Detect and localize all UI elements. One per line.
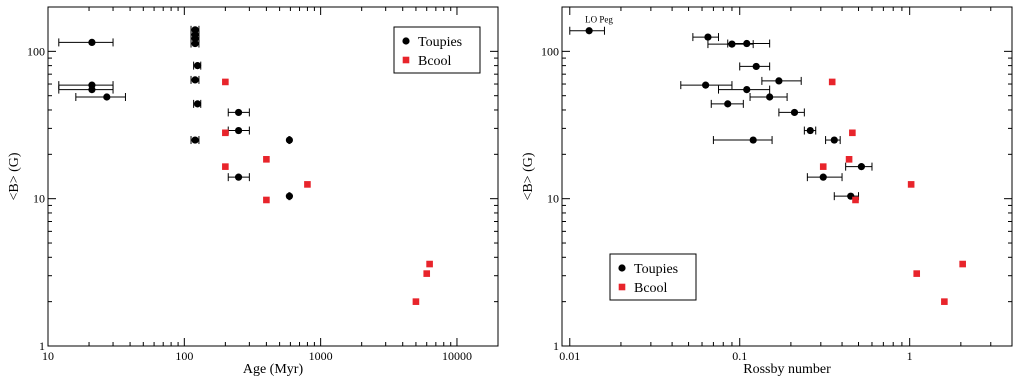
legend-label: Bcool bbox=[634, 281, 668, 296]
data-point-bcool bbox=[263, 196, 270, 204]
data-point-toupies bbox=[819, 173, 827, 181]
data-point-toupies bbox=[775, 77, 783, 85]
legend-marker-square bbox=[618, 283, 626, 291]
legend: Toupies Bcool bbox=[393, 26, 481, 74]
x-tick-label: 10000 bbox=[442, 349, 472, 363]
data-point-bcool bbox=[849, 129, 856, 137]
data-point-toupies bbox=[752, 62, 760, 71]
y-tick-label: 10 bbox=[33, 192, 45, 206]
x-tick-label: 100 bbox=[175, 349, 193, 363]
data-point-toupies bbox=[743, 39, 751, 48]
data-point-toupies bbox=[234, 173, 243, 181]
legend-box bbox=[393, 26, 481, 74]
data-point-bcool bbox=[819, 163, 827, 170]
plot-frame bbox=[47, 6, 499, 347]
data-point-bcool bbox=[423, 270, 431, 277]
data-point-toupies bbox=[830, 136, 838, 144]
data-point-toupies bbox=[234, 126, 243, 135]
data-point-toupies bbox=[285, 136, 294, 144]
data-point-bcool bbox=[845, 156, 853, 163]
legend-marker-circle bbox=[618, 264, 626, 272]
data-point-toupies bbox=[857, 163, 866, 171]
x-axis-title: Rossby number bbox=[743, 362, 831, 377]
legend-label: Toupies bbox=[418, 35, 462, 50]
data-point-toupies bbox=[585, 27, 593, 35]
x-axis-title: Age (Myr) bbox=[243, 362, 304, 377]
data-point-bcool bbox=[828, 78, 836, 86]
legend-marker-square bbox=[402, 56, 410, 64]
data-point-toupies bbox=[702, 81, 710, 89]
data-point-toupies bbox=[193, 100, 202, 108]
x-tick-label: 1000 bbox=[309, 349, 333, 363]
y-axis-title: <B> (G) bbox=[521, 152, 536, 200]
data-point-bcool bbox=[304, 181, 311, 188]
data-point-toupies bbox=[743, 86, 751, 94]
data-point-toupies bbox=[191, 76, 199, 84]
y-tick-label: 1 bbox=[553, 339, 559, 353]
y-tick-label: 100 bbox=[541, 44, 559, 58]
data-point-toupies bbox=[724, 100, 732, 108]
plot-frame bbox=[561, 6, 1013, 347]
series-bcool bbox=[222, 78, 433, 305]
data-point-toupies bbox=[766, 93, 774, 101]
data-point-bcool bbox=[222, 78, 229, 86]
data-point-toupies bbox=[790, 108, 799, 117]
chart-panel-2: 0.01 0.1 1 1 10 100 Rossby number <B> (G) LO Peg… bbox=[521, 6, 1013, 377]
x-tick-label: 0.01 bbox=[559, 349, 580, 363]
x-tick-label: 10 bbox=[42, 349, 54, 363]
data-point-bcool bbox=[222, 163, 229, 170]
data-point-bcool bbox=[426, 260, 433, 268]
y-tick-label: 1 bbox=[39, 339, 45, 353]
series-toupies bbox=[58, 25, 294, 201]
legend-label: Toupies bbox=[634, 262, 678, 277]
legend-marker-circle bbox=[402, 37, 410, 45]
data-point-toupies bbox=[103, 93, 111, 101]
y-axis-title: <B> (G) bbox=[7, 152, 22, 200]
legend-label: Bcool bbox=[418, 54, 452, 69]
legend: Toupies Bcool bbox=[609, 253, 697, 301]
data-point-bcool bbox=[959, 260, 966, 268]
data-point-toupies bbox=[88, 38, 96, 47]
data-point-toupies bbox=[728, 40, 736, 48]
annotation-label: LO Peg bbox=[585, 15, 613, 25]
data-point-bcool bbox=[941, 298, 948, 305]
data-point-toupies bbox=[191, 39, 199, 48]
x-tick-label: 1 bbox=[907, 349, 913, 363]
legend-box bbox=[609, 253, 697, 301]
x-tick-label: 0.1 bbox=[732, 349, 747, 363]
data-point-bcool bbox=[913, 270, 921, 277]
y-tick-label: 10 bbox=[547, 192, 559, 206]
data-point-toupies bbox=[88, 86, 96, 94]
data-point-bcool bbox=[263, 156, 270, 163]
series-bcool bbox=[819, 78, 966, 305]
data-point-bcool bbox=[852, 196, 859, 204]
data-point-toupies bbox=[285, 192, 294, 200]
data-point-bcool bbox=[412, 298, 420, 305]
data-point-toupies bbox=[806, 126, 814, 135]
series-toupies bbox=[569, 26, 873, 201]
data-point-toupies bbox=[234, 108, 243, 117]
data-point-toupies bbox=[191, 136, 199, 144]
data-point-bcool bbox=[222, 129, 229, 137]
data-point-bcool bbox=[907, 181, 915, 188]
y-tick-label: 100 bbox=[27, 44, 45, 58]
data-point-toupies bbox=[749, 136, 757, 144]
data-point-toupies bbox=[193, 62, 202, 70]
data-point-toupies bbox=[704, 33, 712, 41]
